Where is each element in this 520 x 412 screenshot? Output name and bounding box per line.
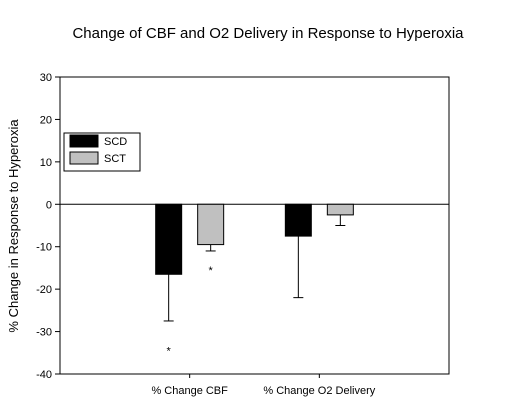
legend-label: SCD xyxy=(104,136,127,148)
y-tick-label: -40 xyxy=(36,369,52,381)
y-tick-label: -20 xyxy=(36,284,52,296)
bar-sct-0 xyxy=(197,203,225,246)
legend-label: SCT xyxy=(104,153,126,165)
chart-title: Change of CBF and O2 Delivery in Respons… xyxy=(72,25,464,42)
legend: SCD SCT xyxy=(63,132,141,172)
plot-frame xyxy=(59,76,450,375)
x-category-label: % Change O2 Delivery xyxy=(263,385,375,397)
y-tick-label: -30 xyxy=(36,327,52,339)
y-tick-label: 0 xyxy=(46,199,52,211)
x-category-label: % Change CBF xyxy=(151,385,228,397)
bar-sct-1 xyxy=(326,203,354,216)
legend-swatch-scd xyxy=(69,134,99,148)
legend-swatch-sct xyxy=(69,151,99,165)
y-axis-label: % Change in Response to Hyperoxia xyxy=(6,119,21,333)
annotations: ** xyxy=(167,265,214,358)
y-tick-label: 30 xyxy=(40,72,52,84)
y-tick-label: 20 xyxy=(40,114,52,126)
significance-marker: * xyxy=(167,346,172,358)
bar-scd-0 xyxy=(155,203,183,275)
bar-scd-1 xyxy=(284,203,312,237)
y-axis: 30 20 10 0 -10 -20 -30 -40 xyxy=(36,72,60,381)
y-tick-label: -10 xyxy=(36,242,52,254)
y-tick-label: 10 xyxy=(40,157,52,169)
error-bars xyxy=(163,214,346,322)
plot-area xyxy=(59,76,450,375)
significance-marker: * xyxy=(209,265,214,277)
bars xyxy=(155,203,354,275)
x-axis: % Change CBF % Change O2 Delivery xyxy=(151,374,376,397)
